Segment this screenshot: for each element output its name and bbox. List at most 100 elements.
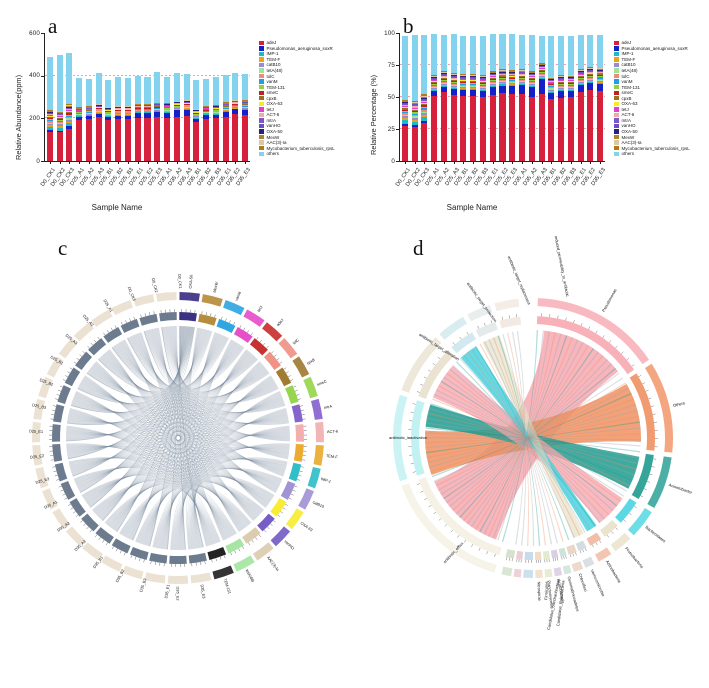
bar-D35_E2[interactable] [587,35,594,161]
legend-item[interactable]: AAC(3)-Ia [259,140,335,146]
legend-item[interactable]: OXA-50 [259,129,335,135]
bar-D0_CK2[interactable] [56,55,63,161]
legend-item[interactable]: catB10 [259,62,335,68]
bar-D35_E3[interactable] [597,35,604,161]
bar-segment [105,120,112,161]
bar-D0_CK3[interactable] [66,53,73,161]
legend-item[interactable]: Mycobacterium_tuberculosis_rpsL [614,145,690,151]
bar-D25_E3[interactable] [154,71,161,161]
bar-D0_CK3[interactable] [421,35,428,161]
legend-item[interactable]: Mycobacterium_tuberculosis_rpsL [259,145,335,151]
legend-item[interactable]: AAC(3)-Ia [614,140,690,146]
bar-segment [538,68,545,69]
bar-D25_B1[interactable] [460,35,467,161]
bar-D25_E2[interactable] [144,76,151,161]
bar-D25_B2[interactable] [115,77,122,161]
legend-item[interactable]: cpxB [259,95,335,101]
bar-segment [460,81,467,83]
panel-a-x-title: Sample Name [91,203,143,212]
bar-D35_A2[interactable] [173,73,180,161]
bar-D25_A3[interactable] [450,34,457,161]
bar-segment [587,80,594,82]
bar-D35_E3[interactable] [242,73,249,161]
bar-D25_E2[interactable] [499,34,506,161]
bar-D35_E1[interactable] [577,35,584,161]
legend-item[interactable]: MexW [259,134,335,140]
legend-item[interactable]: smeC [614,90,690,96]
legend-item[interactable]: mtrA [614,118,690,124]
bar-D35_B3[interactable] [212,77,219,161]
bar-segment [421,106,428,109]
bar-segment [538,63,545,65]
legend-item[interactable]: TEM-131 [614,84,690,90]
legend-item[interactable]: catB10 [614,62,690,68]
bar-D35_B2[interactable] [203,78,210,161]
legend-item[interactable]: vanM [259,79,335,85]
bar-segment [558,85,565,87]
bar-segment [528,78,535,80]
legend-item[interactable]: smeC [259,90,335,96]
legend-item[interactable]: tetA(48) [614,68,690,74]
legend-item[interactable]: vanHO [614,123,690,129]
legend-item[interactable]: tolC [614,73,690,79]
bar-D25_A1[interactable] [431,34,438,161]
bar-D25_A3[interactable] [95,73,102,161]
bar-D35_B1[interactable] [548,36,555,161]
legend-item[interactable]: adeJ [614,40,690,46]
bar-D25_B2[interactable] [470,35,477,161]
bar-D35_A3[interactable] [183,74,190,161]
bar-D35_A3[interactable] [538,35,545,161]
legend-item[interactable]: TEM-F [614,57,690,63]
legend-item[interactable]: tetA(48) [259,68,335,74]
bar-D35_A1[interactable] [518,34,526,161]
bar-D0_CK2[interactable] [411,35,418,161]
bar-D25_B1[interactable] [105,80,112,161]
legend-item[interactable]: adeJ [259,40,335,46]
legend-item[interactable]: TEM-131 [259,84,335,90]
legend-item[interactable]: TEM-F [259,57,335,63]
legend-item[interactable]: Pseudomonas_aeruginosa_soxR [259,46,335,52]
legend-item[interactable]: IMP-1 [614,51,690,57]
legend-item[interactable]: ACT-6 [614,112,690,118]
bar-D25_B3[interactable] [124,78,131,161]
x-tick [137,161,139,164]
bar-D25_E1[interactable] [134,75,141,161]
legend-item[interactable]: mtrA [259,118,335,124]
legend-item[interactable]: ACT-6 [259,112,335,118]
bar-D35_B2[interactable] [558,36,565,161]
legend-item[interactable]: others [614,151,690,157]
bar-segment [431,79,438,81]
bar-D35_E1[interactable] [222,74,229,161]
legend-item[interactable]: OXA-50 [614,129,690,135]
legend-item[interactable]: MexW [614,134,690,140]
legend-item[interactable]: tetJ [614,107,690,113]
bar-D35_B1[interactable] [193,80,200,161]
bar-D25_E1[interactable] [489,34,496,161]
legend-item[interactable]: cpxB [614,95,690,101]
bar-D25_A2[interactable] [440,34,447,161]
legend-item[interactable]: vanM [614,79,690,85]
bar-D0_CK1[interactable] [46,56,53,161]
bar-D0_CK1[interactable] [401,35,408,161]
bar-D35_A2[interactable] [528,35,535,161]
bar-D25_E3[interactable] [509,34,516,161]
legend-swatch [259,118,264,123]
legend-item[interactable]: others [259,151,335,157]
bar-segment [85,115,92,117]
legend-item[interactable]: OXA-63 [614,101,690,107]
bar-D35_A1[interactable] [163,76,171,161]
bar-D25_A1[interactable] [76,77,83,161]
bar-segment [577,82,584,84]
bar-segment [509,80,516,82]
legend-label: tetJ [266,106,274,112]
legend-item[interactable]: vanHO [259,123,335,129]
bar-D25_B3[interactable] [479,35,486,161]
legend-item[interactable]: OXA-63 [259,101,335,107]
bar-D35_B3[interactable] [567,36,574,161]
legend-item[interactable]: Pseudomonas_aeruginosa_soxR [614,46,690,52]
legend-item[interactable]: IMP-1 [259,51,335,57]
bar-D35_E2[interactable] [232,73,239,161]
bar-D25_A2[interactable] [85,78,92,161]
legend-item[interactable]: tetJ [259,107,335,113]
legend-item[interactable]: tolC [259,73,335,79]
